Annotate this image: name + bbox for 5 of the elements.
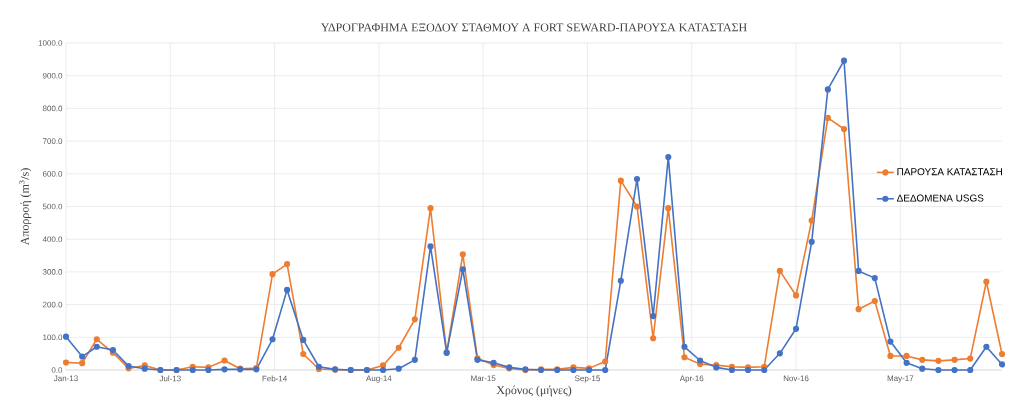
legend-label: ΠΑΡΟΥΣΑ ΚΑΤΑΣΤΑΣΗ [897,168,1002,176]
y-axis-title: Απορροή (m$^{3}$/s) [19,168,32,246]
x-axis-title: Χρόνος (μήνες) [496,385,572,397]
chart-title: ΥΔΡΟΓΡΑΦΗΜΑ ΕΞΟΔΟΥ ΣΤΑΘΜΟΥ Α FORT SEWARD-ΠΑΡΟΥΣΑ ΚΑΤΑΣΤΑΣΗ [320,23,747,32]
legend-label: ΔΕΔΟΜΕΝΑ USGS [896,194,984,202]
